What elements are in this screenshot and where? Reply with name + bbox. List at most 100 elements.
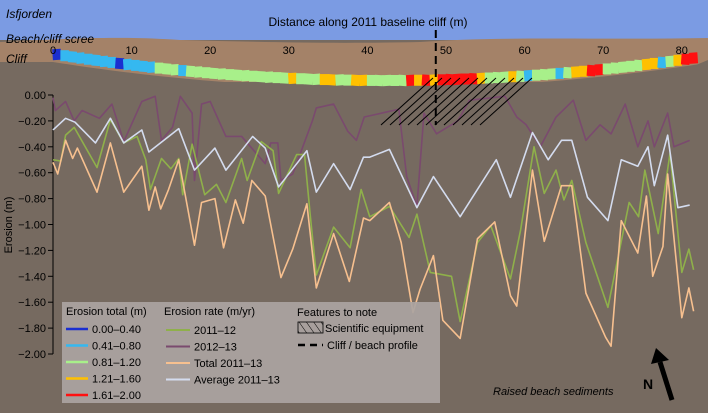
cliff-erosion-band [52,48,699,87]
legend: Erosion total (m) 0.00–0.40 0.41–0.80 0.81… [62,302,440,403]
cliff-segment [633,59,643,72]
x-tick-label: 50 [440,45,452,57]
north-arrow-icon [651,348,675,401]
y-tick-label: −1.40 [18,271,46,283]
sea-area [0,0,708,40]
north-label: N [643,376,653,392]
cliff-segment [154,62,164,74]
cliff-segment [468,72,478,85]
cliff-segment [539,68,549,81]
cliff-segment [264,71,274,83]
hatch-line [407,77,461,126]
hatch-line [416,77,470,126]
hatch-line [425,77,479,126]
cliff-segment [390,74,399,86]
cliff-segment [374,74,384,87]
y-axis: 0.00 −0.20 −0.40 −0.60 −0.80 −1.00 −1.20 −1.40 −… [18,90,54,361]
series-lines [52,95,695,348]
series-line-total-2011-13 [52,139,695,348]
y-tick-label: −0.40 [18,142,46,154]
cliff-segment [209,67,219,80]
cliff-segment [114,57,125,70]
cliff-segment [649,57,659,69]
hatch-line [452,77,506,126]
cliff-segment [515,70,526,83]
cliff-segment [366,74,376,86]
cliff-segment [343,74,352,86]
cliff-segment [232,69,243,81]
y-tick-label: −0.60 [18,168,46,180]
cliff-segment [547,68,557,80]
cliff-segment [421,74,431,86]
legend-class-label: 1.61–2.00 [92,390,141,402]
x-tick-labels: 0 10 20 30 40 50 60 70 80 [50,45,688,57]
cliff-segment [107,56,117,68]
legend-class-label: 1.21–1.60 [92,374,141,386]
cliff-segment [287,72,298,85]
legend-series-label: Average 2011–13 [194,375,280,387]
hatch-swatch [297,321,324,334]
y-tick-label: −2.00 [18,349,46,361]
cliff-segment [272,72,282,84]
cliff-segment [484,72,494,84]
cliff-segment [122,58,133,71]
y-tick-label: −0.80 [18,194,46,206]
legend-class-label: 0.81–1.20 [92,357,141,369]
hatch-line [389,77,443,126]
cliff-segment [657,56,667,69]
cliff-segment [579,65,588,77]
legend-series-label: 2012–13 [194,342,237,354]
cliff-segment [586,64,596,77]
cliff-segment [555,67,565,79]
cliff-segment [83,53,93,65]
cliff-segment [91,54,101,67]
y-tick-label: −1.20 [18,245,46,257]
y-tick-label: −1.80 [18,323,46,335]
cliff-segment [131,59,140,71]
cliff-segment [335,74,345,86]
cliff-segment [492,71,502,84]
cliff-segment [170,63,180,76]
cliff-segment [570,66,581,78]
series-line-2011-12 [52,118,695,323]
scientific-equipment-area [380,77,533,126]
cliff-segment [225,69,234,81]
legend-total-title: Erosion total (m) [66,306,147,318]
hatch-line [443,77,497,126]
cliff-segment [138,60,148,73]
cliff-segment [602,63,612,75]
series-line-2012-13 [52,95,690,208]
hatch-line [380,77,434,126]
cliff-segment [60,50,69,62]
cliff-segment [146,61,156,73]
cliff-segment [240,69,251,82]
cliff-segment [531,69,541,81]
sea-label: Isfjorden [6,7,52,21]
y-axis-label: Erosion (m) [3,197,15,254]
x-tick-label: 80 [676,45,688,57]
legend-rate-title: Erosion rate (m/yr) [164,306,255,318]
cliff-segment [178,65,187,77]
legend-equipment: Scientific equipment [325,323,423,335]
cliff-segment [350,74,361,87]
cliff-segment [296,73,305,85]
cliff-segment [162,63,172,75]
x-tick-label: 10 [125,45,137,57]
y-tick-label: 0.00 [25,90,46,102]
land-label: Raised beach sediments [493,386,614,398]
x-tick-label: 60 [518,45,530,57]
x-tick-label: 0 [50,45,56,57]
cliff-segment [256,70,266,83]
y-tick-label: −1.00 [18,220,46,232]
cliff-segment [319,74,329,86]
series-line-average-2011-13 [52,117,690,222]
legend-profile: Cliff / beach profile [327,340,418,352]
cliff-segment [280,72,290,84]
y-tick-label: −0.20 [18,116,46,128]
cliff-segment [75,52,85,64]
hatch-line [434,77,488,126]
cliff-segment [508,71,517,83]
x-tick-label: 40 [361,45,373,57]
cliff-segment [358,74,368,87]
